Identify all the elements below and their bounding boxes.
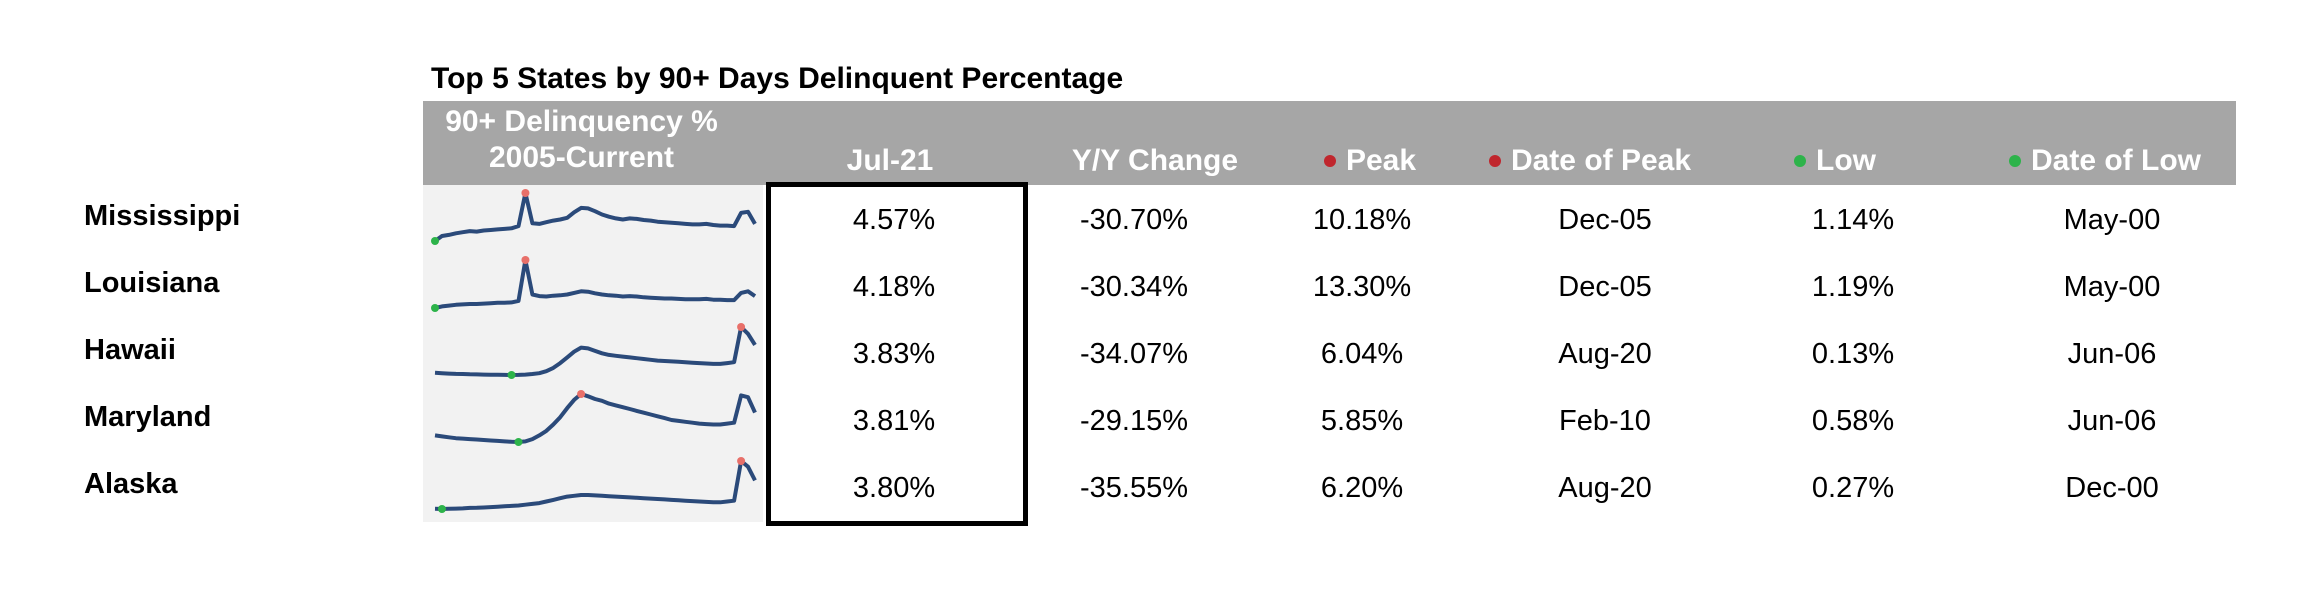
state-label: Hawaii	[84, 334, 176, 366]
header-band	[423, 101, 2236, 185]
header-jul21: Jul-21	[846, 144, 934, 177]
date-of-low-value: May-00	[2063, 271, 2161, 303]
peak-dot-icon	[1323, 155, 1336, 167]
date-of-peak-value: Aug-20	[1558, 338, 1652, 370]
sparkline-hawaii	[434, 323, 757, 379]
date-of-low-value: May-00	[2063, 204, 2161, 236]
date-peak-dot-icon	[1488, 155, 1501, 167]
date-low-dot-icon	[2009, 155, 2021, 167]
yy-change-value: -34.07%	[1079, 338, 1189, 370]
low-value: 0.13%	[1811, 338, 1895, 370]
sparkline-low-marker	[437, 505, 446, 513]
header-peak: Peak	[1300, 143, 1440, 179]
jul21-value: 4.18%	[852, 271, 936, 303]
sparkline-peak-marker	[521, 256, 530, 264]
low-value: 1.14%	[1811, 204, 1895, 236]
date-of-low-value: Dec-00	[2065, 472, 2159, 504]
sparkline-peak-marker	[737, 457, 746, 465]
sparkline-peak-marker	[737, 323, 746, 331]
date-of-peak-value: Aug-20	[1558, 472, 1652, 504]
sparkline-peak-marker	[521, 189, 530, 197]
header-date-of-peak: Date of Peak	[1465, 143, 1715, 179]
peak-value: 6.20%	[1320, 472, 1404, 504]
date-of-peak-value: Dec-05	[1558, 204, 1652, 236]
jul21-value: 3.80%	[852, 472, 936, 504]
sparkline-low-marker	[507, 371, 516, 379]
yy-change-value: -29.15%	[1079, 405, 1189, 437]
jul21-highlight-box	[766, 182, 1028, 526]
low-dot-icon	[1794, 155, 1806, 167]
header-date-peak-label: Date of Peak	[1510, 144, 1692, 177]
sparkline-series	[434, 459, 757, 511]
state-label: Mississippi	[84, 200, 241, 232]
sparkline-series	[433, 191, 757, 243]
yy-change-value: -30.70%	[1079, 204, 1189, 236]
header-sparkline-line2: 2005-Current	[488, 141, 675, 174]
sparkline-low-marker	[431, 304, 439, 312]
sparkline-mississippi	[431, 189, 757, 245]
header-date-low-label: Date of Low	[2031, 144, 2201, 177]
header-low: Low	[1765, 143, 1905, 179]
jul21-value: 3.81%	[852, 405, 936, 437]
sparkline-series	[434, 325, 757, 377]
header-peak-label: Peak	[1345, 144, 1417, 177]
sparkline-maryland	[434, 390, 757, 446]
table-title: Top 5 States by 90+ Days Delinquent Perc…	[431, 62, 1124, 95]
low-value: 1.19%	[1811, 271, 1895, 303]
low-value: 0.58%	[1811, 405, 1895, 437]
date-of-peak-value: Feb-10	[1559, 405, 1651, 437]
date-of-low-value: Jun-06	[2067, 338, 2157, 370]
header-yy-change: Y/Y Change	[1071, 144, 1239, 177]
peak-value: 10.18%	[1312, 204, 1412, 236]
peak-value: 5.85%	[1320, 405, 1404, 437]
date-of-low-value: Jun-06	[2067, 405, 2157, 437]
sparkline-peak-marker	[577, 390, 586, 398]
peak-value: 6.04%	[1320, 338, 1404, 370]
header-date-of-low: Date of Low	[1985, 143, 2225, 179]
yy-change-value: -30.34%	[1079, 271, 1189, 303]
sparkline-background	[423, 185, 763, 522]
sparkline-low-marker	[514, 438, 523, 446]
state-label: Alaska	[84, 468, 178, 500]
sparkline-series	[434, 258, 757, 310]
state-label: Maryland	[84, 401, 212, 433]
yy-change-value: -35.55%	[1079, 472, 1189, 504]
peak-value: 13.30%	[1312, 271, 1412, 303]
jul21-value: 4.57%	[852, 204, 936, 236]
sparkline-louisiana	[431, 256, 757, 312]
header-sparkline: 90+ Delinquency % 2005-Current	[423, 104, 740, 176]
sparkline-alaska	[434, 457, 757, 513]
sparkline-low-marker	[431, 237, 439, 245]
date-of-peak-value: Dec-05	[1558, 271, 1652, 303]
state-label: Louisiana	[84, 267, 220, 299]
jul21-value: 3.83%	[852, 338, 936, 370]
sparkline-series	[434, 392, 757, 444]
low-value: 0.27%	[1811, 472, 1895, 504]
header-low-label: Low	[1816, 144, 1876, 177]
header-sparkline-line1: 90+ Delinquency %	[445, 105, 718, 138]
